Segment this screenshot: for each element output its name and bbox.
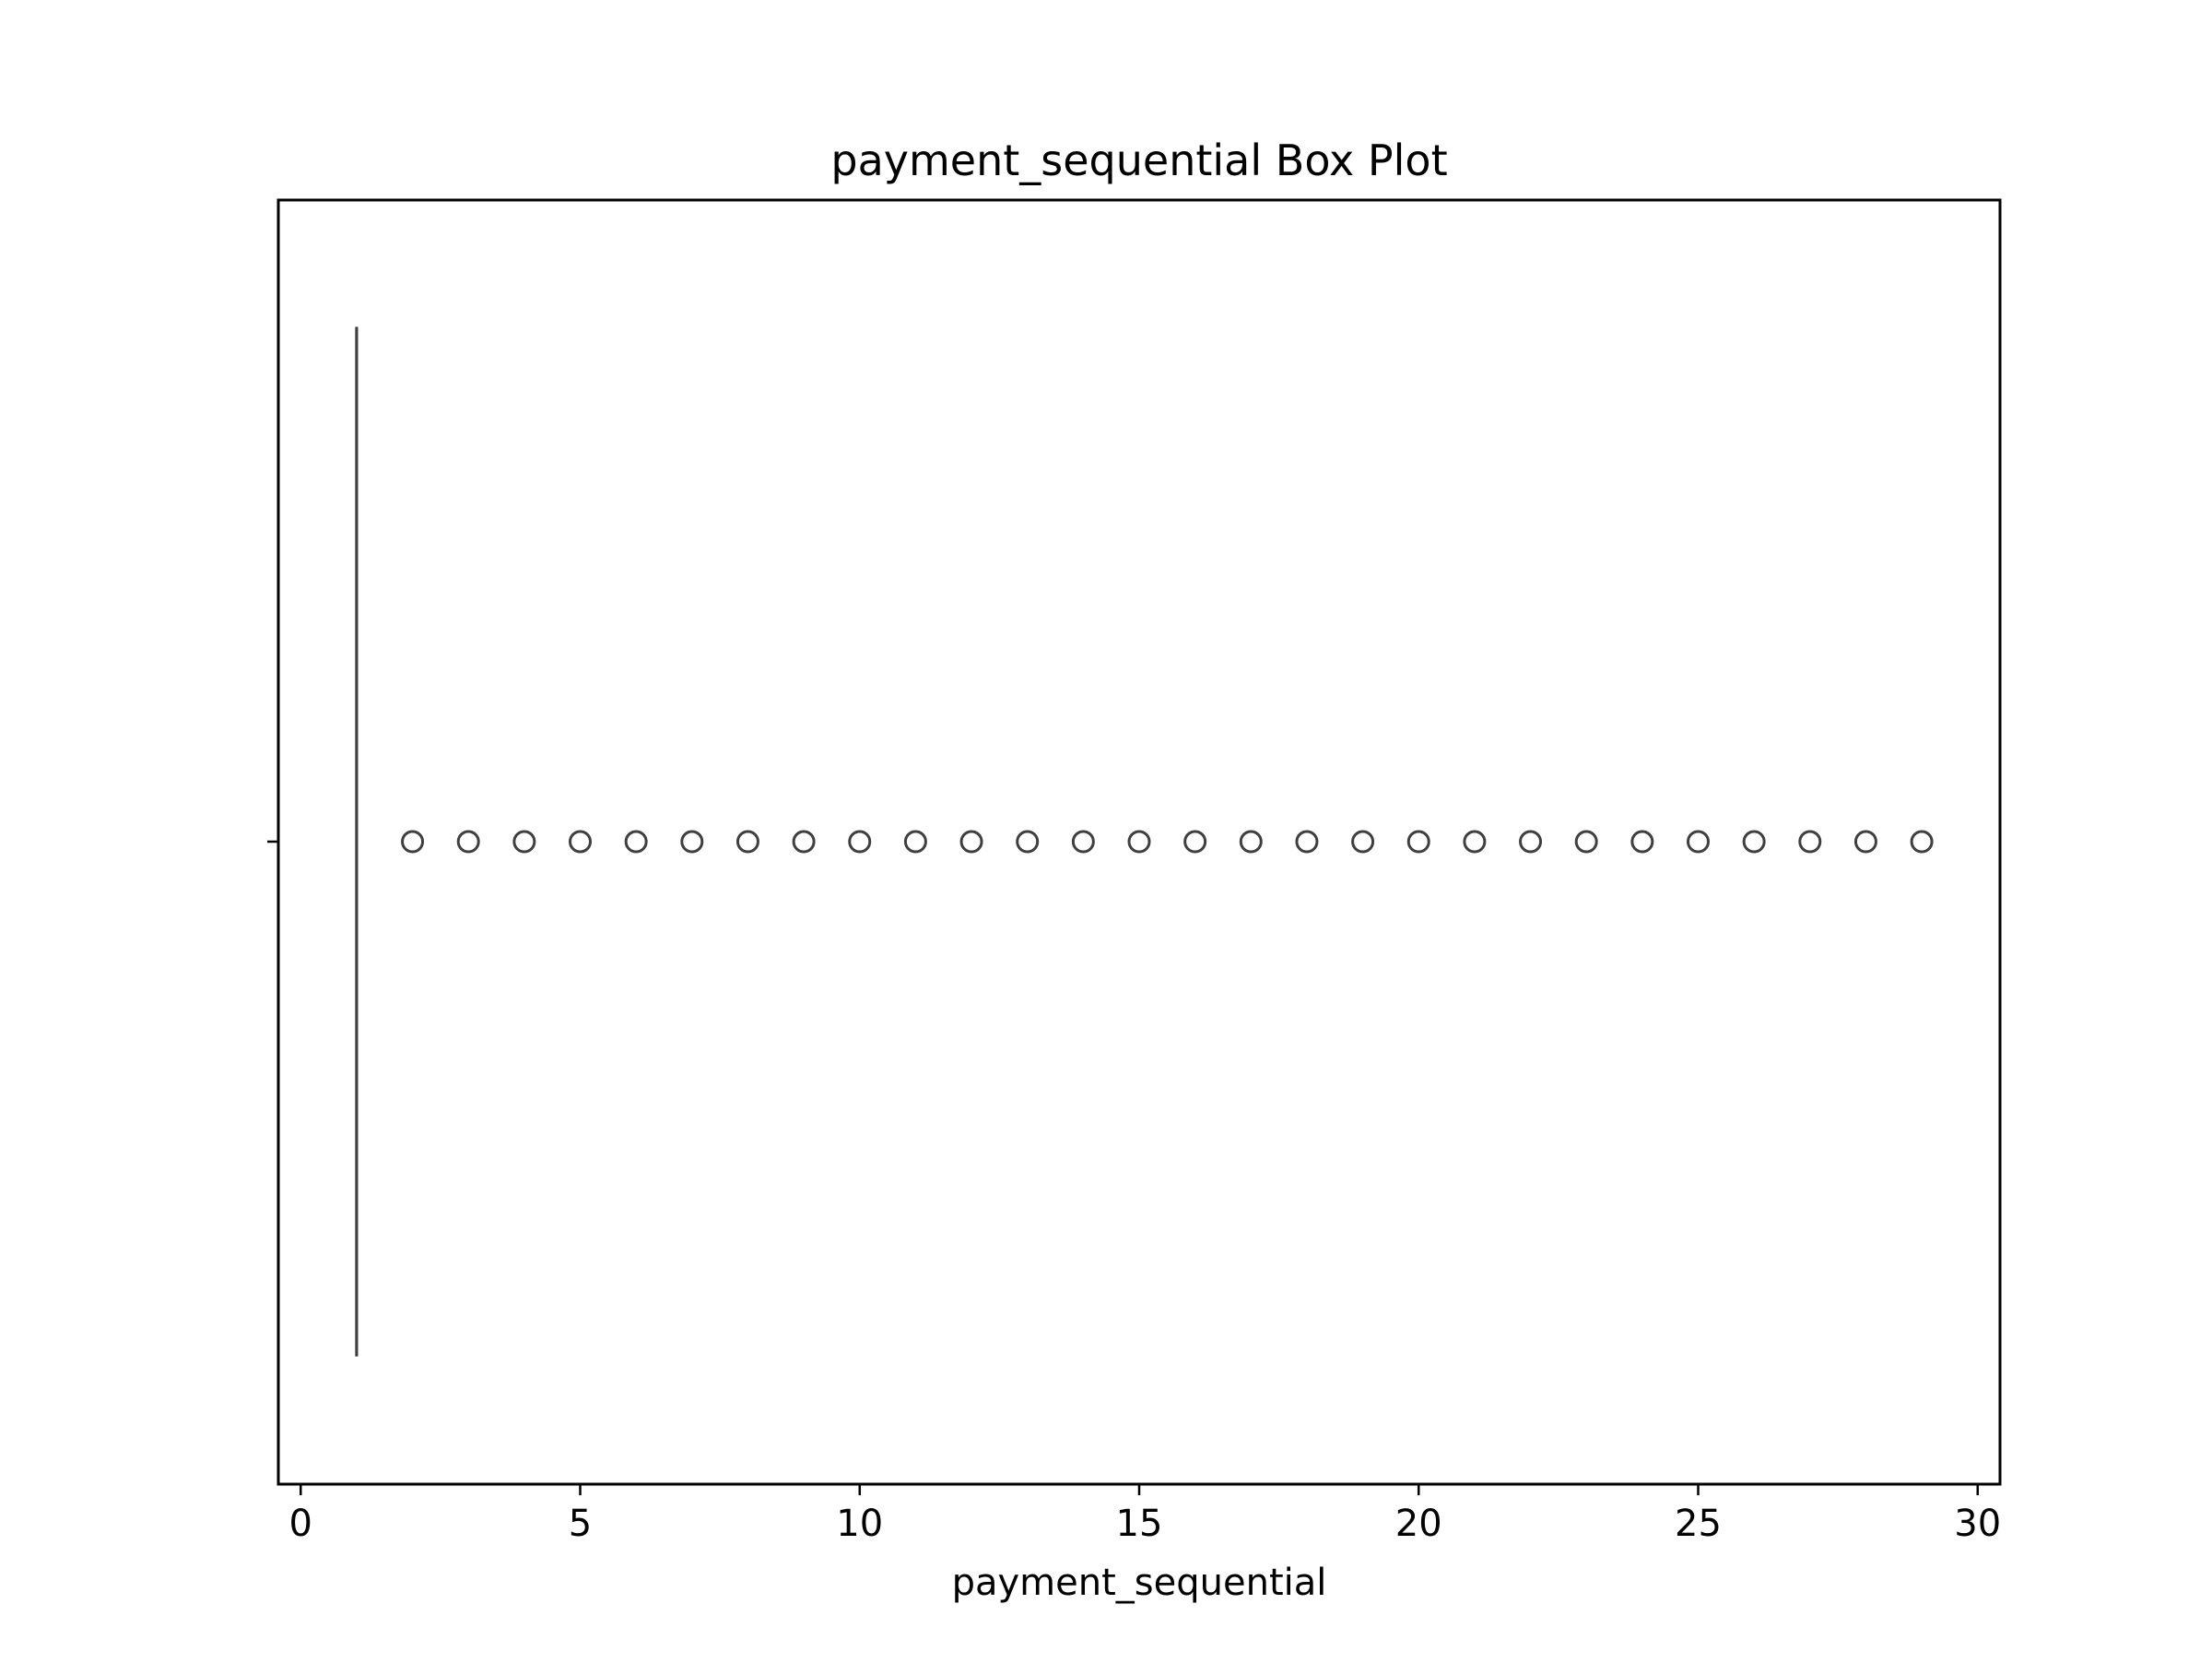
chart-title: payment_sequential Box Plot bbox=[830, 136, 1447, 185]
x-axis-label: payment_sequential bbox=[952, 1562, 1327, 1604]
x-tick-label: 0 bbox=[289, 1503, 312, 1545]
x-tick-label: 5 bbox=[569, 1503, 592, 1545]
x-tick-label: 30 bbox=[1954, 1503, 2001, 1545]
x-tick-label: 10 bbox=[836, 1503, 883, 1545]
x-tick-label: 25 bbox=[1675, 1503, 1722, 1545]
x-tick-label: 20 bbox=[1395, 1503, 1442, 1545]
x-tick-label: 15 bbox=[1116, 1503, 1163, 1545]
